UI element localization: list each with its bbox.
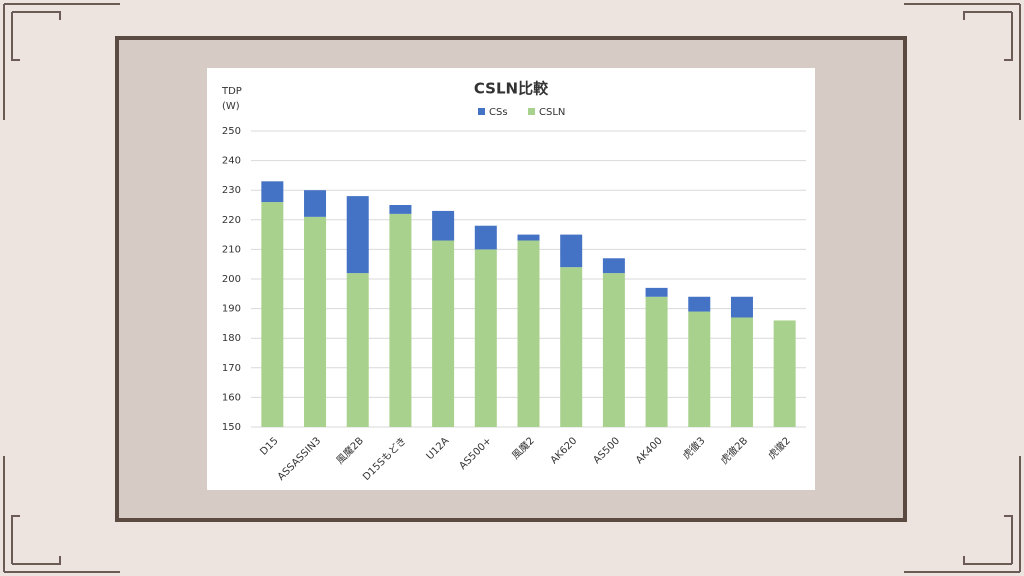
y-tick-label: 150 [222, 422, 241, 433]
bar-segment [432, 240, 455, 427]
bar-segment [474, 225, 497, 250]
bar-segment [773, 320, 796, 427]
bar-segment [730, 317, 753, 427]
bar-segment [304, 216, 327, 427]
y-tick-label: 240 [222, 156, 241, 167]
y-tick-label: 170 [222, 363, 241, 374]
bar-segment [346, 273, 369, 427]
bar-segment [261, 202, 284, 427]
legend-label: CSs [489, 107, 508, 118]
bar-segment [688, 311, 711, 427]
bar-segment [304, 190, 327, 217]
bar-segment [517, 234, 540, 241]
bar-segment [389, 213, 412, 427]
bar-segment [474, 249, 497, 427]
y-tick-label: 220 [222, 215, 241, 226]
legend-label: CSLN [539, 107, 565, 118]
legend-swatch [478, 108, 485, 115]
y-axis-label: (W) [222, 101, 240, 112]
y-tick-label: 190 [222, 304, 241, 315]
decoration [3, 3, 1021, 573]
chart-title: CSLN比較 [474, 80, 549, 98]
y-axis-label: TDP [221, 86, 242, 97]
y-tick-label: 160 [222, 392, 241, 403]
bar-segment [602, 273, 625, 427]
bar-segment [346, 196, 369, 274]
bar-segment [432, 210, 455, 241]
bar-segment [730, 296, 753, 318]
y-tick-label: 180 [222, 333, 241, 344]
bar-segment [560, 234, 583, 268]
bar-segment [602, 258, 625, 274]
bar-segment [261, 181, 284, 203]
y-tick-label: 200 [222, 274, 241, 285]
bar-segment [389, 205, 412, 214]
legend-swatch [528, 108, 535, 115]
bar-segment [560, 267, 583, 427]
bar-segment [688, 296, 711, 312]
y-tick-label: 210 [222, 244, 241, 255]
y-tick-label: 250 [222, 126, 241, 137]
bar-segment [645, 296, 668, 427]
y-tick-label: 230 [222, 185, 241, 196]
bar-segment [645, 287, 668, 297]
bar-segment [517, 240, 540, 427]
